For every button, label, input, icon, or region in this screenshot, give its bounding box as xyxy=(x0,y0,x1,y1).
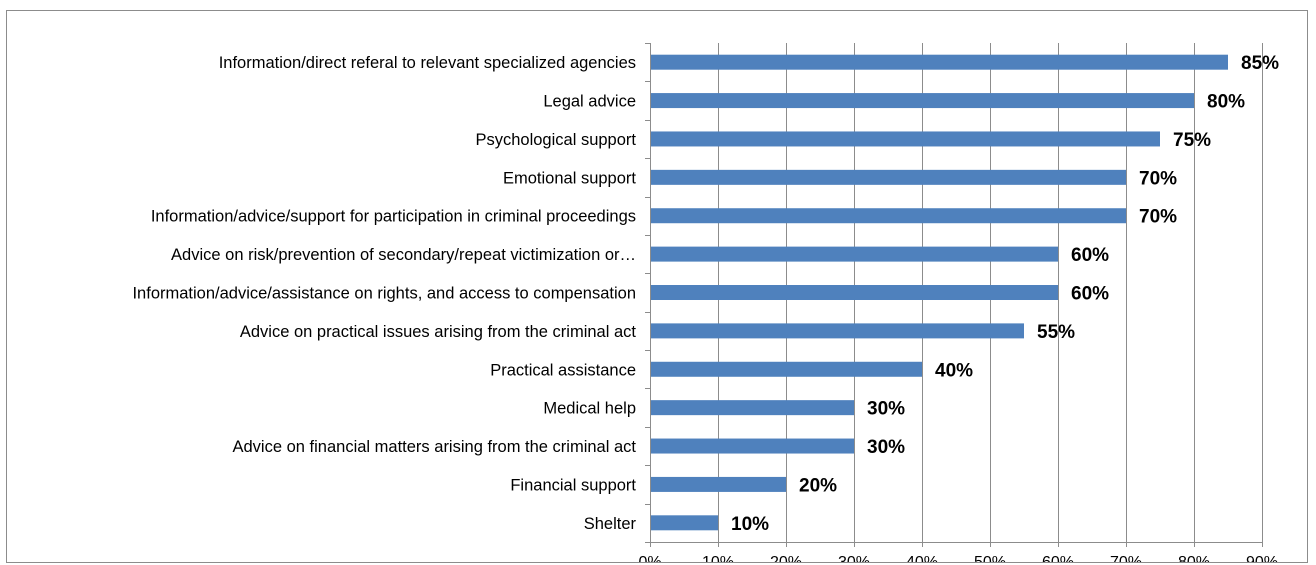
data-label: 10% xyxy=(731,514,769,535)
bar xyxy=(651,361,922,377)
bars xyxy=(651,54,1228,531)
category-label: Information/advice/support for participa… xyxy=(151,208,636,226)
x-tick-label: 90% xyxy=(1246,554,1278,562)
data-label: 85% xyxy=(1241,53,1279,74)
category-label: Psychological support xyxy=(475,131,636,149)
category-label: Medical help xyxy=(543,400,636,418)
chart-area: Information/direct referal to relevant s… xyxy=(6,10,1308,563)
x-tick-label: 30% xyxy=(838,554,870,562)
x-tick-label: 80% xyxy=(1178,554,1210,562)
data-label: 80% xyxy=(1207,92,1245,113)
bar-chart: Information/direct referal to relevant s… xyxy=(132,43,1279,562)
x-tick-label: 20% xyxy=(770,554,802,562)
category-label: Practical assistance xyxy=(490,361,636,379)
category-label: Shelter xyxy=(584,515,637,533)
data-label: 30% xyxy=(867,399,905,420)
bar xyxy=(651,246,1058,262)
data-label: 70% xyxy=(1139,168,1177,189)
bar xyxy=(651,400,854,416)
bar xyxy=(651,323,1024,339)
data-label: 55% xyxy=(1037,322,1075,343)
x-tick-labels: 0% 10% 20% 30% 40% 50% 60% 70% 80% 90% xyxy=(638,554,1278,562)
bar xyxy=(651,131,1160,147)
bar xyxy=(651,515,718,531)
x-tick-label: 10% xyxy=(702,554,734,562)
bar xyxy=(651,93,1194,109)
category-labels: Information/direct referal to relevant s… xyxy=(132,54,636,533)
x-tick-label: 60% xyxy=(1042,554,1074,562)
bar xyxy=(651,208,1126,224)
data-label: 60% xyxy=(1071,284,1109,305)
data-label: 75% xyxy=(1173,130,1211,151)
axes xyxy=(645,43,1263,547)
category-label: Advice on financial matters arising from… xyxy=(233,438,637,456)
category-label: Emotional support xyxy=(503,169,636,187)
category-label: Legal advice xyxy=(543,93,636,111)
bar xyxy=(651,54,1228,70)
data-label: 60% xyxy=(1071,245,1109,266)
data-label: 20% xyxy=(799,475,837,496)
category-label: Advice on risk/prevention of secondary/r… xyxy=(171,246,636,264)
category-label: Information/advice/assistance on rights,… xyxy=(132,285,636,303)
x-tick-label: 70% xyxy=(1110,554,1142,562)
data-labels: 85% 80% 75% 70% 70% 60% 60% 55% 40% 30% 30% 20% 10% xyxy=(731,53,1279,535)
x-tick-label: 50% xyxy=(974,554,1006,562)
bar xyxy=(651,476,786,492)
data-label: 30% xyxy=(867,437,905,458)
bar xyxy=(651,285,1058,300)
bar xyxy=(651,438,854,454)
category-label: Advice on practical issues arising from … xyxy=(240,323,637,341)
x-tick-label: 0% xyxy=(638,554,661,562)
data-label: 70% xyxy=(1139,207,1177,228)
category-label: Information/direct referal to relevant s… xyxy=(219,54,636,72)
category-label: Financial support xyxy=(510,476,636,494)
bar xyxy=(651,169,1126,185)
data-label: 40% xyxy=(935,360,973,381)
x-tick-label: 40% xyxy=(906,554,938,562)
